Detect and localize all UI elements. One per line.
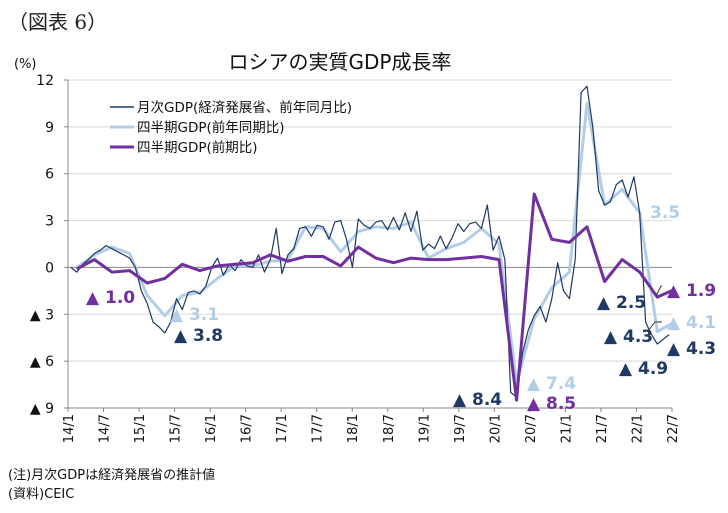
- legend-label: 四半期GDP(前年同期比): [137, 119, 285, 136]
- x-tick-label: 19/7: [453, 414, 468, 443]
- y-tick-label: 12: [36, 73, 54, 89]
- x-tick-label: 16/1: [204, 414, 219, 443]
- chart-title: ロシアの実質GDP成長率: [229, 50, 452, 74]
- x-tick-label: 21/7: [595, 414, 610, 443]
- y-tick-label: 3: [45, 214, 54, 230]
- y-tick-label: ▲ 6: [30, 354, 54, 370]
- data-label: ▲ 8.5: [527, 394, 576, 414]
- x-tick-label: 15/1: [133, 414, 148, 443]
- x-tick-label: 18/7: [382, 414, 397, 443]
- callout-line: [647, 321, 662, 332]
- data-label: ▲ 1.0: [86, 288, 135, 308]
- data-label: ▲ 2.5: [597, 293, 646, 313]
- y-tick-labels: 12 9 6 3 0 ▲ 3 ▲ 6 ▲ 9: [30, 73, 54, 417]
- data-label: 3.5: [650, 203, 680, 223]
- y-tick-label: 9: [45, 120, 54, 136]
- x-tick-label: 22/7: [666, 414, 681, 443]
- legend-label: 四半期GDP(前期比): [137, 139, 258, 156]
- x-tick-label: 15/7: [169, 414, 184, 443]
- data-label: ▲ 3.8: [174, 326, 223, 346]
- x-tick-labels: 14/1 14/7 15/1 15/7 16/1 16/7 17/1 17/7 18/1 18/7…: [62, 414, 681, 443]
- figure-label: （図表 6）: [8, 10, 108, 34]
- data-label: ▲ 3.1: [170, 305, 219, 325]
- x-tick-label: 14/1: [62, 414, 77, 443]
- x-tick-label: 19/1: [417, 414, 432, 443]
- legend: 月次GDP(経済発展省、前年同月比) 四半期GDP(前年同期比) 四半期GDP(前期…: [110, 99, 352, 156]
- x-tick-label: 16/7: [240, 414, 255, 443]
- x-tick-label: 21/1: [559, 414, 574, 443]
- gridlines: [68, 79, 672, 362]
- x-tick-label: 17/1: [275, 414, 290, 443]
- data-label: ▲ 7.4: [527, 374, 576, 394]
- source-notes: (注)月次GDPは経済発展省の推計値 (資料)CEIC: [8, 466, 215, 504]
- x-tick-label: 20/1: [488, 414, 503, 443]
- y-tick-label: 6: [45, 167, 54, 183]
- callout-line: [655, 285, 662, 297]
- annotations: ▲ 1.0 ▲ 3.1▲ 3.8 ▲ 8.4 ▲ 7.4▲ 8.5 3.5 ▲ 2.5 ▲ …: [86, 203, 716, 414]
- x-tick-label: 17/7: [311, 414, 326, 443]
- data-label: ▲ 4.1: [667, 313, 716, 333]
- y-axis-unit: (%): [14, 57, 37, 72]
- x-tick-label: 18/1: [346, 414, 361, 443]
- data-label: ▲ 4.9: [619, 359, 668, 379]
- y-tick-label: 0: [45, 260, 54, 276]
- data-label: ▲ 4.3: [604, 327, 653, 347]
- note-line: (注)月次GDPは経済発展省の推計値: [8, 468, 216, 483]
- series-line: [76, 192, 676, 402]
- y-tick-label: ▲ 3: [30, 307, 54, 323]
- data-label: ▲ 1.9: [667, 281, 716, 301]
- series-line: [75, 101, 676, 385]
- data-label: ▲ 4.3: [667, 339, 716, 359]
- source-line: (資料)CEIC: [8, 487, 75, 502]
- data-label: ▲ 8.4: [453, 390, 502, 410]
- x-tick-label: 20/7: [524, 414, 539, 443]
- y-tick-label: ▲ 9: [30, 401, 54, 417]
- series-line: [70, 85, 670, 398]
- x-tick-label: 22/1: [630, 414, 645, 443]
- series-lines: [70, 85, 676, 402]
- legend-label: 月次GDP(経済発展省、前年同月比): [137, 99, 352, 116]
- x-tick-label: 14/7: [98, 414, 113, 443]
